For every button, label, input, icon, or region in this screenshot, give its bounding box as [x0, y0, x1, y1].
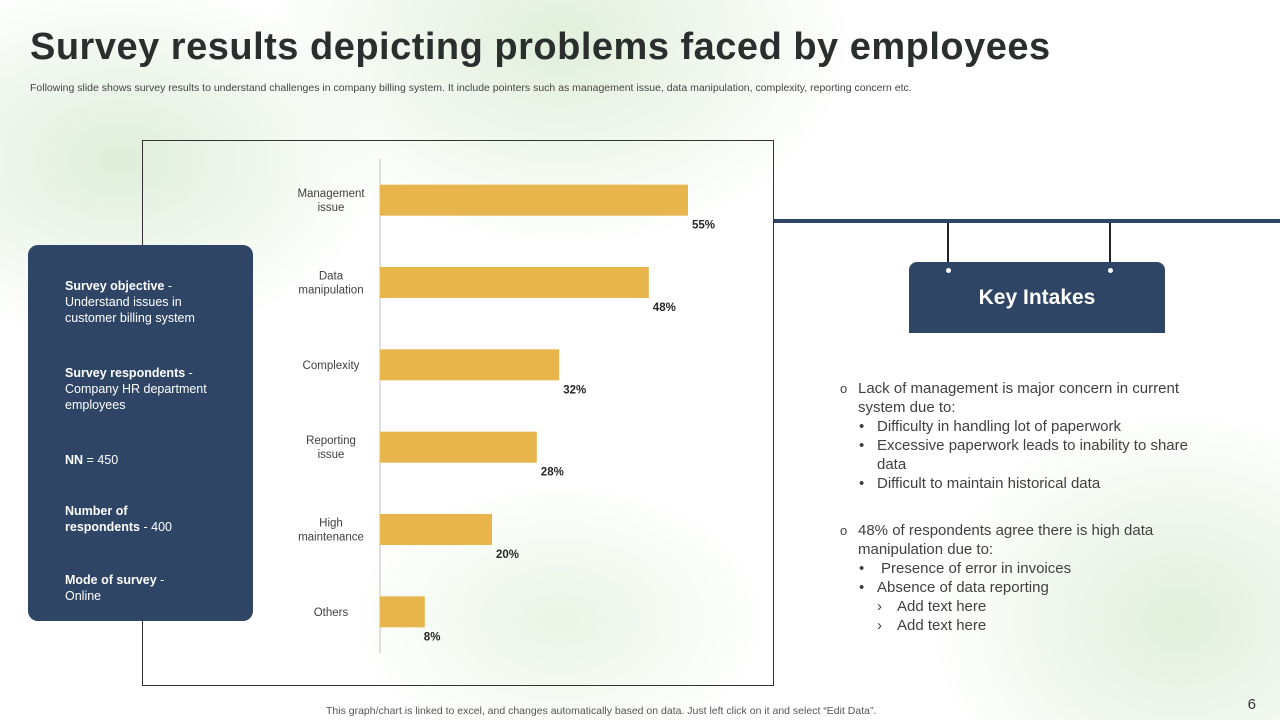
value-label: 48% — [653, 302, 676, 314]
chevron-right-icon: › — [877, 617, 882, 634]
connector-line — [774, 219, 1280, 223]
bullet-icon: • — [859, 475, 865, 492]
slide-title: Survey results depicting problems faced … — [30, 26, 1051, 68]
circle-bullet-icon: o — [840, 523, 848, 538]
bar-high-maintenance[interactable] — [380, 514, 492, 545]
info-label: Survey objective — [65, 279, 165, 293]
hanger-dot-right — [1108, 268, 1113, 273]
intake-sub-bullet: Add text here — [897, 617, 987, 634]
value-label: 8% — [424, 631, 441, 643]
category-label: Data manipulation — [298, 271, 363, 297]
info-label: Survey respondents — [65, 366, 186, 380]
info-label: NN — [65, 453, 84, 467]
value-label: 20% — [496, 549, 519, 561]
info-label: Number of respondents — [65, 504, 141, 534]
slide-subtitle: Following slide shows survey results to … — [30, 82, 912, 94]
intake-sub-bullet: Add text here — [897, 598, 987, 615]
info-separator: = — [83, 453, 98, 467]
intake-text: 48% of respondents agree there is high d… — [858, 522, 1154, 558]
hanger-dot-left — [946, 268, 951, 273]
info-value: 400 — [151, 520, 172, 534]
bullet-icon: • — [859, 437, 865, 454]
key-intake-point-2: o 48% of respondents agree there is high … — [840, 521, 1220, 635]
value-label: 28% — [541, 467, 564, 479]
bullet-icon: • — [859, 560, 865, 577]
bullet-icon: • — [859, 579, 865, 596]
category-label: Complexity — [303, 360, 360, 372]
category-label: Others — [314, 607, 349, 619]
bar-data-manipulation[interactable] — [380, 267, 649, 298]
intake-bullet: Excessive paperwork leads to inability t… — [877, 437, 1188, 473]
category-label: Management issue — [297, 188, 365, 214]
survey-info-card: Survey objective - Understand issues in … — [28, 245, 253, 621]
key-intake-point-1: o Lack of management is major concern in … — [840, 379, 1220, 493]
category-label: Reporting issue — [306, 435, 356, 461]
intake-bullet: Presence of error in invoices — [881, 560, 1072, 577]
intake-bullet: Difficulty in handling lot of paperwork — [877, 418, 1122, 435]
info-value: Online — [65, 589, 102, 603]
bullet-icon: • — [859, 418, 865, 435]
survey-respondents: Survey respondents - Company HR departme… — [65, 365, 235, 413]
key-intakes-header: Key Intakes — [909, 262, 1165, 333]
bar-others[interactable] — [380, 596, 425, 628]
chevron-right-icon: › — [877, 598, 882, 615]
value-label: 32% — [563, 384, 586, 396]
bar-chart-frame[interactable]: Management issue 55% Data manipulation 48% Com… — [142, 140, 774, 686]
category-label: High maintenance — [298, 518, 364, 544]
number-of-respondents: Number of respondents - 400 — [65, 503, 195, 535]
info-separator: - — [185, 366, 193, 380]
info-separator: - — [164, 279, 172, 293]
intake-bullet: Difficult to maintain historical data — [877, 475, 1101, 492]
sample-size: NN = 450 — [65, 452, 235, 468]
circle-bullet-icon: o — [840, 381, 848, 396]
bar-reporting-issue[interactable] — [380, 431, 537, 463]
hanger-line-right — [1109, 223, 1111, 271]
bar-chart[interactable]: Management issue 55% Data manipulation 48% Com… — [143, 141, 773, 685]
info-separator: - — [156, 573, 165, 587]
value-label: 55% — [692, 220, 715, 232]
bar-complexity[interactable] — [380, 349, 560, 381]
intake-bullet: Absence of data reporting — [877, 579, 1049, 596]
hanger-line-left — [947, 223, 949, 271]
info-value: Company HR department employees — [65, 382, 207, 412]
page-number: 6 — [1247, 696, 1256, 713]
info-value: Understand issues in customer billing sy… — [65, 295, 195, 325]
info-separator: - — [140, 520, 152, 534]
mode-of-survey: Mode of survey - Online — [65, 572, 190, 604]
footer-note: This graph/chart is linked to excel, and… — [326, 705, 877, 717]
survey-objective: Survey objective - Understand issues in … — [65, 278, 235, 326]
info-label: Mode of survey — [65, 573, 157, 587]
info-value: 450 — [97, 453, 119, 467]
bar-management-issue[interactable] — [380, 184, 688, 216]
intake-text: Lack of management is major concern in c… — [858, 380, 1179, 416]
